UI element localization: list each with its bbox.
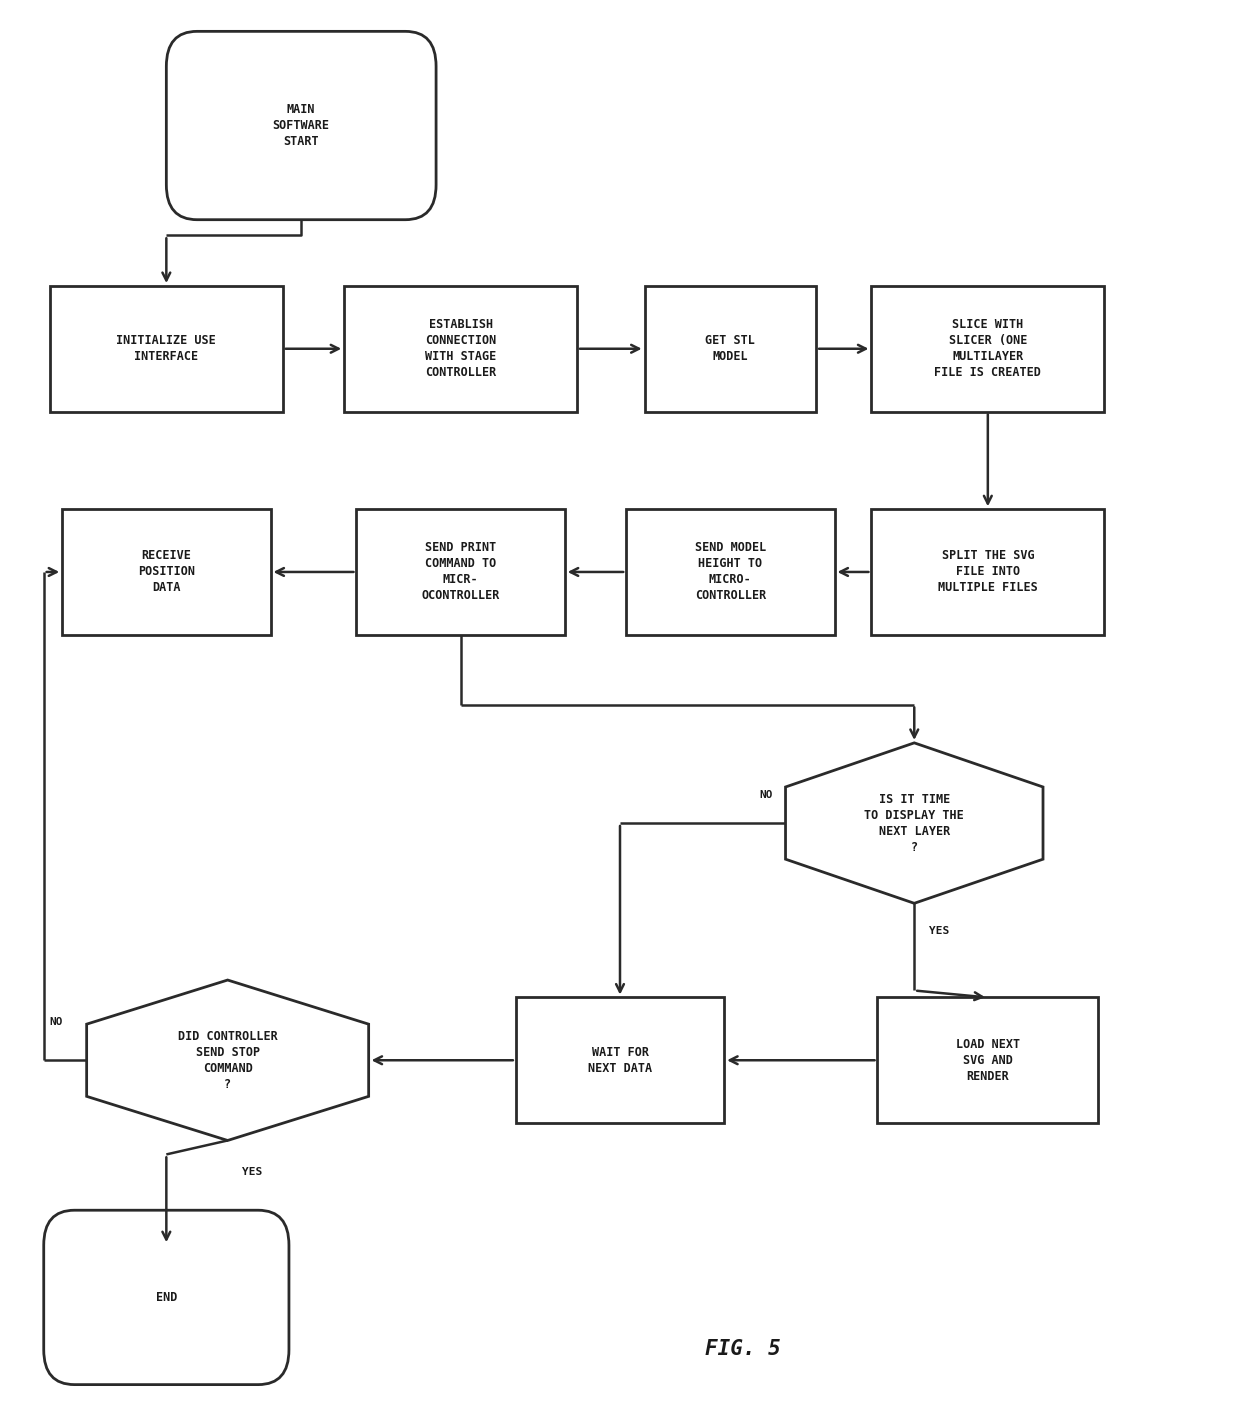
Text: SEND MODEL
HEIGHT TO
MICRO-
CONTROLLER: SEND MODEL HEIGHT TO MICRO- CONTROLLER: [694, 541, 766, 603]
Text: NO: NO: [760, 790, 774, 800]
Text: SPLIT THE SVG
FILE INTO
MULTIPLE FILES: SPLIT THE SVG FILE INTO MULTIPLE FILES: [937, 550, 1038, 595]
Polygon shape: [785, 743, 1043, 903]
Text: INITIALIZE USE
INTERFACE: INITIALIZE USE INTERFACE: [117, 334, 216, 364]
Text: GET STL
MODEL: GET STL MODEL: [706, 334, 755, 364]
Text: LOAD NEXT
SVG AND
RENDER: LOAD NEXT SVG AND RENDER: [956, 1038, 1019, 1082]
Text: SLICE WITH
SLICER (ONE
MULTILAYER
FILE IS CREATED: SLICE WITH SLICER (ONE MULTILAYER FILE I…: [935, 318, 1042, 379]
Text: IS IT TIME
TO DISPLAY THE
NEXT LAYER
?: IS IT TIME TO DISPLAY THE NEXT LAYER ?: [864, 793, 965, 854]
Bar: [345, 286, 577, 411]
Text: YES: YES: [929, 926, 950, 936]
Bar: [356, 509, 565, 634]
Text: NO: NO: [50, 1017, 63, 1027]
Text: RECEIVE
POSITION
DATA: RECEIVE POSITION DATA: [138, 550, 195, 595]
Bar: [878, 998, 1099, 1123]
FancyBboxPatch shape: [43, 1210, 289, 1385]
Bar: [516, 998, 724, 1123]
Bar: [645, 286, 816, 411]
Text: FIG. 5: FIG. 5: [704, 1339, 780, 1360]
Text: DID CONTROLLER
SEND STOP
COMMAND
?: DID CONTROLLER SEND STOP COMMAND ?: [177, 1030, 278, 1091]
FancyBboxPatch shape: [166, 31, 436, 220]
Bar: [872, 509, 1105, 634]
Bar: [62, 509, 270, 634]
Text: YES: YES: [242, 1167, 263, 1178]
Text: SEND PRINT
COMMAND TO
MICR-
OCONTROLLER: SEND PRINT COMMAND TO MICR- OCONTROLLER: [422, 541, 500, 603]
Text: MAIN
SOFTWARE
START: MAIN SOFTWARE START: [273, 103, 330, 148]
Text: ESTABLISH
CONNECTION
WITH STAGE
CONTROLLER: ESTABLISH CONNECTION WITH STAGE CONTROLL…: [425, 318, 496, 379]
Bar: [626, 509, 835, 634]
Text: END: END: [156, 1291, 177, 1303]
Bar: [50, 286, 283, 411]
Text: WAIT FOR
NEXT DATA: WAIT FOR NEXT DATA: [588, 1045, 652, 1075]
Bar: [872, 286, 1105, 411]
Polygon shape: [87, 981, 368, 1140]
